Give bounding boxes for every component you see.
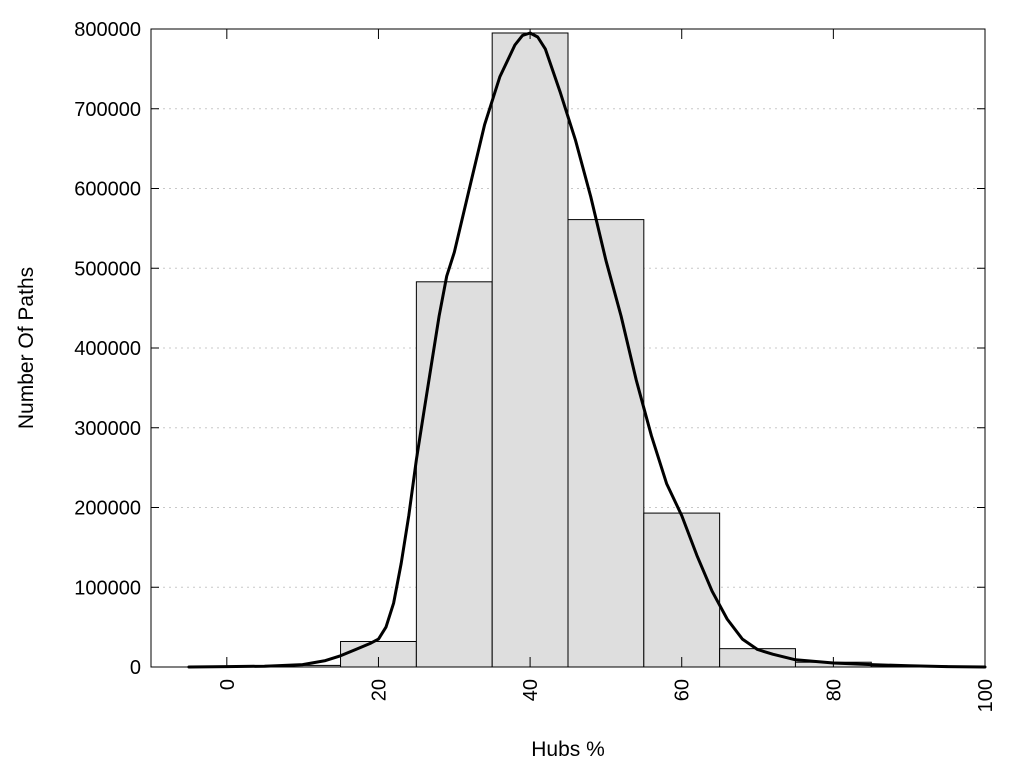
- y-tick-label-1: 100000: [74, 577, 141, 599]
- y-axis-title: Number Of Paths: [15, 267, 38, 429]
- histogram-bars: [188, 32, 986, 668]
- density-curve: [187, 31, 987, 669]
- x-tick-label-1: 20: [368, 679, 390, 701]
- y-tick-label-6: 600000: [74, 179, 141, 201]
- y-tick-label-5: 500000: [74, 258, 141, 280]
- x-tick-label-2: 40: [520, 679, 542, 701]
- x-tick-label-5: 100: [975, 679, 997, 712]
- y-tick-label-4: 400000: [74, 338, 141, 360]
- density-curve-line: [187, 31, 987, 669]
- bar-6: [643, 512, 721, 668]
- bar-3: [415, 281, 493, 668]
- x-tick-label-4: 80: [823, 679, 845, 701]
- grid-lines: [151, 108, 985, 588]
- y-tick-label-7: 700000: [74, 99, 141, 121]
- bar-5: [567, 219, 645, 668]
- y-tick-label-2: 200000: [74, 498, 141, 520]
- x-tick-label-0: 0: [217, 679, 239, 690]
- y-tick-labels: 0 100000 200000 300000 400000 500000 600000 700…: [74, 19, 141, 679]
- axis-ticks: [151, 28, 986, 668]
- y-tick-label-0: 0: [130, 657, 141, 679]
- y-tick-label-8: 800000: [74, 19, 141, 41]
- x-tick-label-3: 60: [672, 679, 694, 701]
- y-tick-label-3: 300000: [74, 418, 141, 440]
- bar-4: [491, 32, 569, 668]
- x-tick-labels: 0 20 40 60 80 100: [217, 679, 997, 712]
- x-axis-title: Hubs %: [531, 738, 605, 761]
